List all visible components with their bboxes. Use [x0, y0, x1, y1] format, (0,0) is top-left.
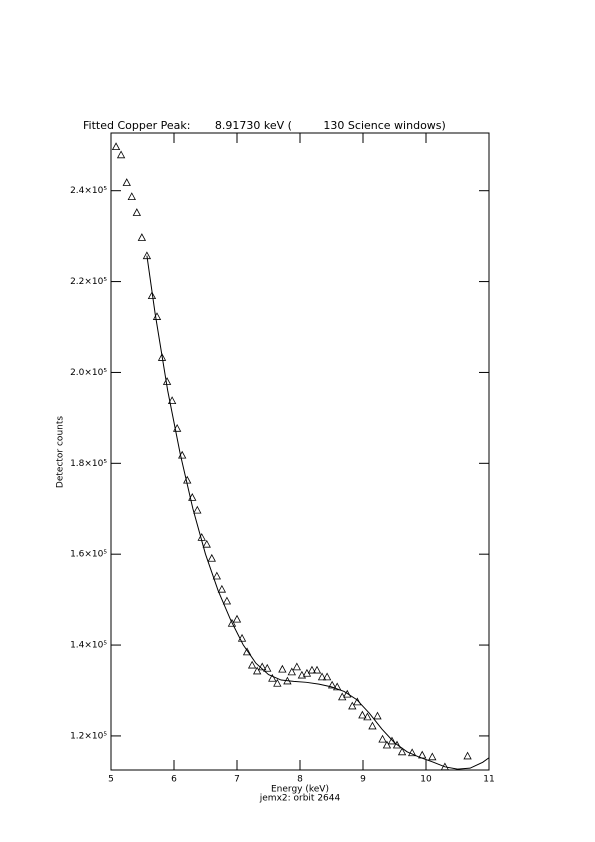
- data-point: [428, 752, 437, 761]
- data-point: [167, 396, 177, 405]
- data-point: [363, 712, 372, 721]
- y-tick-label: 1.6×10⁵: [70, 550, 107, 560]
- data-point: [387, 736, 397, 745]
- data-point: [111, 142, 121, 151]
- data-point: [202, 539, 211, 548]
- chart-title: Fitted Copper Peak: 8.91730 keV ( 130 Sc…: [83, 119, 446, 132]
- data-point: [317, 672, 327, 681]
- data-point: [392, 740, 402, 749]
- data-point: [137, 233, 147, 241]
- x-tick-label: 7: [234, 775, 240, 785]
- data-point: [343, 689, 352, 698]
- data-point: [227, 618, 237, 627]
- data-point: [132, 208, 141, 216]
- data-point: [162, 377, 172, 385]
- data-point: [292, 662, 302, 671]
- data-point: [358, 710, 367, 719]
- data-point: [207, 553, 216, 562]
- fit-line: [146, 255, 490, 770]
- y-tick-label: 1.4×10⁵: [70, 641, 107, 651]
- data-point: [378, 734, 387, 743]
- data-point: [407, 748, 417, 757]
- subtitle: jemx2: orbit 2644: [259, 794, 341, 804]
- y-tick-label: 1.8×10⁵: [70, 459, 107, 469]
- data-point: [122, 178, 131, 186]
- data-point: [217, 584, 227, 593]
- data-point: [348, 701, 357, 710]
- y-tick-label: 2.4×10⁵: [70, 186, 107, 196]
- data-point: [333, 682, 342, 691]
- x-tick-label: 6: [171, 775, 177, 785]
- data-point: [273, 678, 282, 687]
- data-point: [322, 672, 332, 681]
- y-tick-label: 2.2×10⁵: [70, 277, 107, 287]
- data-point: [278, 664, 287, 673]
- data-point: [232, 614, 242, 623]
- data-point: [242, 647, 252, 656]
- data-point: [147, 291, 157, 300]
- data-point: [252, 666, 262, 675]
- x-tick-label: 8: [297, 775, 303, 785]
- data-point: [463, 751, 472, 760]
- data-point: [157, 353, 167, 361]
- x-tick-label: 11: [483, 775, 494, 785]
- y-axis-label: Detector counts: [56, 416, 66, 488]
- data-point: [152, 312, 162, 320]
- x-tick-label: 10: [420, 775, 432, 785]
- y-tick-label: 1.2×10⁵: [70, 731, 107, 741]
- data-point: [116, 150, 126, 159]
- y-tick-label: 2.0×10⁵: [70, 368, 107, 378]
- x-axis-label: Energy (keV): [271, 785, 329, 795]
- data-point: [353, 697, 362, 706]
- data-point: [382, 740, 392, 749]
- data-point: [258, 662, 267, 671]
- data-point: [222, 596, 232, 605]
- data-point: [368, 721, 377, 730]
- data-point: [212, 571, 222, 580]
- data-point: [127, 192, 136, 201]
- data-point: [397, 747, 407, 756]
- data-point: [268, 673, 277, 682]
- data-point: [312, 665, 322, 674]
- data-point: [263, 663, 272, 672]
- data-point: [247, 660, 257, 669]
- data-point: [193, 505, 202, 514]
- data-point: [338, 692, 347, 701]
- x-tick-label: 5: [108, 775, 114, 785]
- x-tick-label: 9: [360, 775, 366, 785]
- data-point: [373, 711, 382, 720]
- data-point: [287, 667, 296, 676]
- data-point: [327, 680, 337, 689]
- data-point: [297, 670, 307, 679]
- data-point: [307, 665, 317, 674]
